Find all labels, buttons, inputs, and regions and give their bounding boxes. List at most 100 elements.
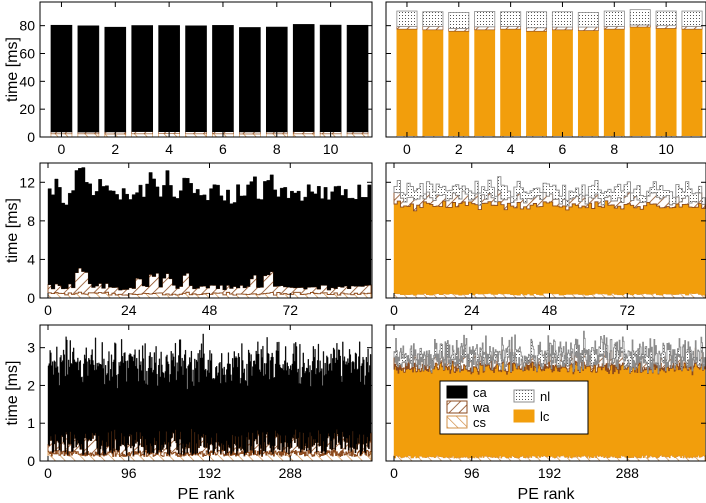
y-tick-label: 8 [27,213,35,229]
plot-frame [385,162,706,299]
legend-label-lc: lc [540,409,550,424]
bar-wa-1 [422,26,444,31]
x-tick-label: 6 [559,141,567,157]
bar-nl-7 [577,12,599,28]
series-lc [393,200,706,296]
bar-ca-8 [265,26,288,133]
x-tick-label: 0 [390,302,398,318]
plot-frame [385,324,706,462]
bar-ca-6 [212,25,234,133]
bar-nl-11 [681,10,703,27]
bar-wa-7 [577,26,599,31]
bar-nl-1 [422,11,444,27]
y-tick-label: 12 [19,174,35,190]
x-tick-label: 288 [279,465,303,481]
series-nl [393,330,706,374]
bar-wa-9 [292,131,315,135]
bar-lc-2 [448,30,470,136]
legend: ca nl wa lc cs [439,380,589,435]
y-tick-label: 4 [27,251,35,267]
bar-wa-3 [474,26,496,31]
bar-lc-9 [629,26,651,136]
bar-nl-6 [551,11,573,28]
bar-wa-2 [448,28,470,32]
x-tick-label: 192 [198,465,222,481]
y-tick-label: 2 [27,377,35,393]
bar-lc-11 [681,28,703,136]
plot-frame [39,324,373,462]
bar-lc-1 [422,29,444,136]
bar-nl-3 [474,11,496,28]
bar-wa-3 [131,131,154,135]
x-tick-label: 8 [610,141,618,157]
x-tick-label: 192 [538,465,562,481]
bar-wa-10 [655,25,677,29]
y-tick-label: 3 [27,340,35,356]
bar-lc-5 [526,30,547,136]
x-tick-label: 10 [658,141,674,157]
y-axis-label: time [ms] [4,198,21,263]
bar-wa-5 [185,131,207,135]
x-tick-label: 0 [58,141,66,157]
x-tick-label: 72 [282,302,298,318]
x-tick-label: 2 [455,141,463,157]
bar-lc-8 [603,28,625,136]
x-tick-label: 10 [323,141,339,157]
bar-nl-4 [500,11,522,27]
bar-lc-4 [500,28,522,136]
bar-ca-10 [319,24,342,133]
y-tick-label: 0 [27,290,35,306]
legend-swatch-wa [446,400,468,414]
x-tick-label: 6 [219,141,227,157]
y-tick-label: 80 [19,18,35,34]
bar-nl-8 [603,10,625,27]
bar-ca-9 [292,24,315,132]
x-tick-label: 8 [273,141,281,157]
x-tick-label: 288 [616,465,640,481]
y-tick-label: 20 [19,101,35,117]
legend-swatch-lc [513,409,535,423]
bar-ca-0 [50,24,73,133]
x-tick-label: 0 [44,302,52,318]
bar-ca-11 [346,24,369,133]
bar-wa-7 [239,131,261,135]
bar-lc-10 [655,28,677,136]
bar-lc-7 [577,30,599,136]
bar-nl-0 [396,10,418,27]
x-tick-label: 24 [464,302,480,318]
bar-wa-5 [526,27,547,32]
x-tick-label: 96 [464,465,480,481]
x-tick-label: 48 [542,302,558,318]
bar-wa-8 [603,26,625,30]
y-tick-label: 1 [27,415,35,431]
panel-p4: 0 24 48 72 [385,162,706,318]
x-axis-label: PE rank [518,486,576,503]
bar-lc-3 [474,29,496,136]
y-axis-label: time [ms] [4,37,21,102]
panel-p1: 0 20 40 60 80 0 2 4 6 8 10 time [ms] [4,1,373,157]
series-ca [47,333,372,456]
bar-wa-4 [500,26,522,30]
x-tick-label: 72 [619,302,635,318]
x-tick-label: 2 [111,141,119,157]
bar-wa-6 [552,26,573,31]
legend-swatch-ca [446,385,468,399]
bar-nl-10 [655,10,677,27]
bar-ca-7 [239,27,261,133]
y-axis-label: time [ms] [4,361,21,426]
x-tick-label: 4 [507,141,515,157]
legend-label-cs: cs [473,415,487,430]
legend-label-nl: nl [540,389,550,404]
y-tick-label: 0 [27,129,35,145]
x-tick-label: 4 [165,141,173,157]
bar-lc-0 [396,28,418,136]
bar-wa-11 [681,26,703,30]
bar-nl-2 [448,12,470,29]
plot-frame [39,162,373,299]
bar-ca-1 [77,25,100,133]
x-tick-label: 0 [390,465,398,481]
x-tick-label: 0 [403,141,411,157]
bar-wa-0 [396,26,418,30]
